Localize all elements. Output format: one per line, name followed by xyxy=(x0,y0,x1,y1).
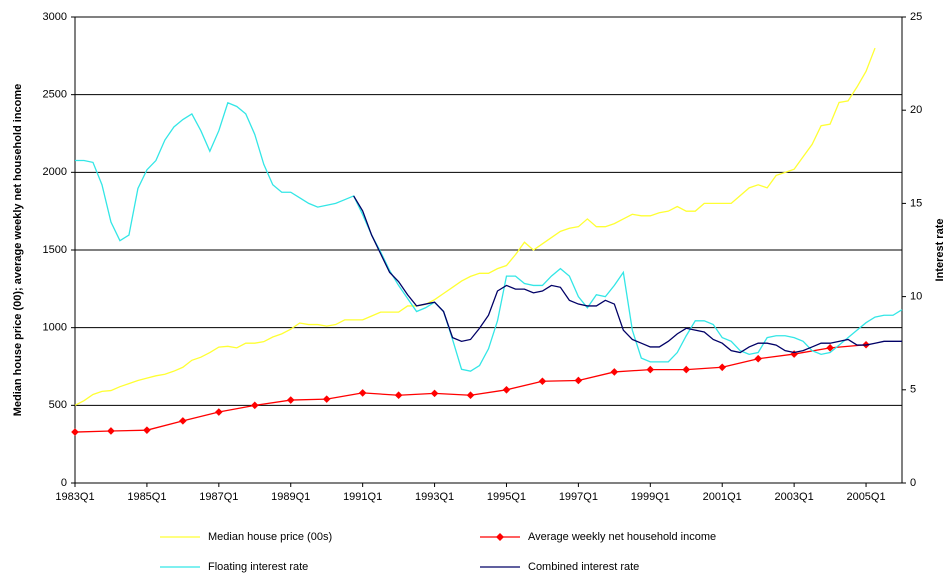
marker xyxy=(646,365,655,374)
line-segment xyxy=(218,404,255,413)
line-segment xyxy=(326,392,363,400)
line-segment xyxy=(110,429,147,432)
y-tick-label: 2000 xyxy=(43,166,67,178)
y-tick-label: 2500 xyxy=(43,89,67,101)
y2-tick-label: 10 xyxy=(910,291,922,303)
line-segment xyxy=(614,368,651,373)
line-segment xyxy=(290,398,327,401)
legend-label: Floating interest rate xyxy=(208,561,308,573)
y2-tick-label: 0 xyxy=(910,477,916,489)
line-segment xyxy=(182,411,219,422)
x-tick-label: 1995Q1 xyxy=(487,491,526,503)
legend-label: Median house price (00s) xyxy=(208,531,332,543)
x-tick-label: 1987Q1 xyxy=(199,491,238,503)
marker xyxy=(610,368,619,376)
y-tick-label: 3000 xyxy=(43,11,67,23)
y-tick-label: 0 xyxy=(61,477,67,489)
marker xyxy=(574,376,583,385)
line-segment xyxy=(542,379,579,382)
line-segment xyxy=(470,389,507,396)
line-segment xyxy=(74,430,111,433)
marker xyxy=(826,344,834,352)
y-tick-label: 1500 xyxy=(43,244,67,256)
marker xyxy=(754,354,762,363)
marker xyxy=(143,426,151,434)
marker xyxy=(466,391,475,400)
marker xyxy=(718,363,727,372)
line-segment xyxy=(758,353,795,360)
marker xyxy=(358,389,367,397)
x-tick-label: 1991Q1 xyxy=(343,491,382,503)
marker xyxy=(250,401,259,410)
series-line xyxy=(74,47,876,406)
y2-tick-label: 15 xyxy=(910,197,922,209)
x-tick-label: 2001Q1 xyxy=(703,491,742,503)
legend-label: Combined interest rate xyxy=(528,561,639,573)
marker xyxy=(430,389,439,398)
marker xyxy=(394,391,403,400)
line-segment xyxy=(434,392,471,396)
y2-tick-label: 20 xyxy=(910,104,922,116)
x-tick-label: 1985Q1 xyxy=(127,491,166,503)
line-segment xyxy=(398,392,435,396)
marker xyxy=(107,427,115,435)
marker xyxy=(322,395,331,403)
series-line xyxy=(353,195,902,354)
x-tick-label: 2005Q1 xyxy=(846,491,885,503)
marker xyxy=(179,417,187,425)
y2-tick-label: 5 xyxy=(910,384,916,396)
legend-label: Average weekly net household income xyxy=(528,531,716,543)
line-segment xyxy=(686,366,723,371)
series-line xyxy=(75,101,903,372)
line-segment xyxy=(578,371,615,382)
x-tick-label: 1989Q1 xyxy=(271,491,310,503)
x-tick-label: 2003Q1 xyxy=(775,491,814,503)
left-axis-label: Median house price (00); average weekly … xyxy=(12,84,24,417)
line-segment xyxy=(722,358,759,368)
marker xyxy=(286,396,295,404)
marker xyxy=(538,377,547,386)
x-tick-label: 1997Q1 xyxy=(559,491,598,503)
x-tick-label: 1999Q1 xyxy=(631,491,670,503)
y-tick-label: 1000 xyxy=(43,322,67,334)
legend-marker xyxy=(496,533,504,541)
y-tick-label: 500 xyxy=(49,399,67,411)
y2-tick-label: 25 xyxy=(910,11,922,23)
line-segment xyxy=(506,380,543,391)
marker xyxy=(502,386,511,394)
right-axis-label: Interest rate xyxy=(934,219,946,282)
line-segment xyxy=(362,392,399,396)
marker xyxy=(215,408,223,416)
x-tick-label: 1993Q1 xyxy=(415,491,454,503)
line-segment xyxy=(146,420,184,431)
line-segment xyxy=(254,399,291,406)
marker xyxy=(682,365,691,374)
marker xyxy=(71,428,79,436)
x-tick-label: 1983Q1 xyxy=(55,491,94,503)
